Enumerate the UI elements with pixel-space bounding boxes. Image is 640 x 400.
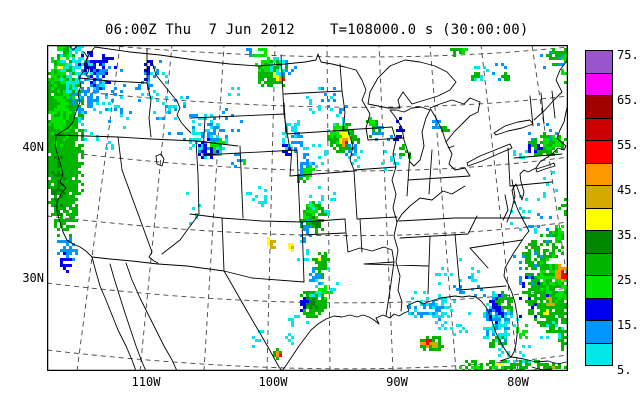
graticule-lines [47,45,568,371]
lon-tick-100w: 100W [258,375,288,389]
michigan-mitten [407,141,471,181]
colorbar-swatch [585,117,613,141]
colorbar-tick-label: 25. [617,273,639,287]
colorbar-tick-label: 65. [617,93,639,107]
plot-title-forecast-timer: T=108000.0 s (30:00:00) [330,22,529,38]
lat-tick-40n: 40N [22,140,44,154]
map-canvas [47,45,568,371]
lake-michigan [389,106,431,167]
colorbar-tick-label: 55. [617,138,639,152]
colorbar-swatch [585,72,613,96]
colorbar-swatch [585,342,613,366]
lon-tick-90w: 90W [386,375,408,389]
coastline-and-borders [54,45,568,371]
baja-and-mexico [91,256,178,371]
canada-border [94,46,568,121]
state-borders-south [427,233,523,295]
colorbar-swatch [585,95,613,119]
chesapeake-bays [502,179,516,223]
state-borders-newengland [529,90,556,127]
colorbar-tick-label: 35. [617,228,639,242]
lake-ontario [493,119,534,136]
colorbar [585,50,613,366]
lat-tick-30n: 30N [22,271,44,285]
colorbar-swatch [585,297,613,321]
colorbar-swatch [585,275,613,299]
state-borders-west [54,48,346,272]
lon-tick-80w: 80W [507,375,529,389]
precip-cells [47,45,568,371]
colorbar-tick-label: 5. [617,363,632,377]
colorbar-swatch [585,207,613,231]
colorbar-tick-label: 75. [617,48,639,62]
lake-erie [466,143,513,167]
colorbar-swatch [585,140,613,164]
colorbar-swatch [585,185,613,209]
gulf-atlantic-coast [281,103,568,371]
lon-tick-110w: 110W [131,375,161,389]
colorbar-tick-label: 15. [617,318,639,332]
colorbar-swatch [585,230,613,254]
state-borders-midwest [355,69,563,239]
colorbar-swatch [585,50,613,74]
pacific-coast-mexico-border [54,46,283,371]
colorbar-tick-label: 45. [617,183,639,197]
colorbar-swatch [585,162,613,186]
long-island [535,162,556,173]
lake-huron [429,97,481,143]
lake-superior [367,59,457,109]
puget-sound [68,45,90,77]
colorbar-swatch [585,252,613,276]
colorbar-swatch [585,320,613,344]
plot-title-datetime: 06:00Z Thu 7 Jun 2012 [105,22,295,38]
state-borders-plains [223,63,429,317]
colorbar-swatches [585,50,613,366]
